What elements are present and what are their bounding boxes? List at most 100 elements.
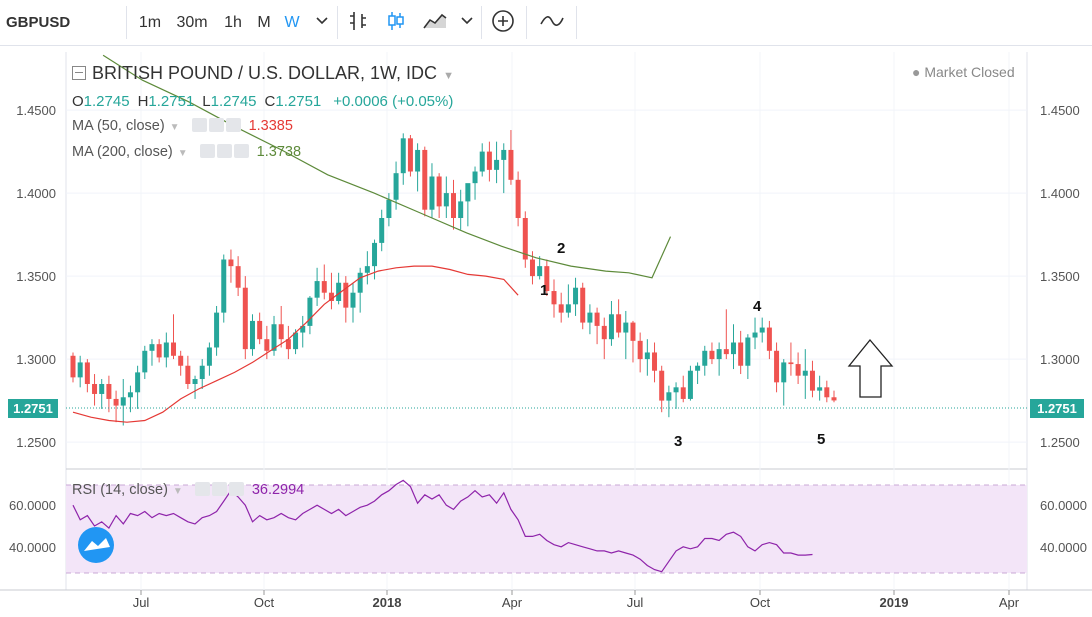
candle bbox=[328, 272, 334, 310]
candle bbox=[407, 135, 413, 177]
candle bbox=[673, 382, 679, 409]
candle bbox=[788, 342, 794, 376]
candle bbox=[802, 349, 808, 399]
candle bbox=[795, 352, 801, 384]
candle bbox=[149, 339, 155, 366]
wave-label-4: 4 bbox=[753, 298, 762, 315]
eye-icon[interactable] bbox=[191, 118, 207, 132]
candle bbox=[92, 374, 98, 406]
y-tick-label-right: 1.3500 bbox=[1040, 269, 1080, 284]
candle bbox=[142, 345, 148, 380]
close-icon[interactable] bbox=[225, 118, 241, 132]
candle bbox=[278, 305, 284, 348]
candle bbox=[809, 360, 815, 398]
chart-title: BRITISH POUND / U.S. DOLLAR, 1W, IDC bbox=[92, 63, 438, 83]
change-value: +0.0006 (+0.05%) bbox=[333, 93, 454, 110]
candle bbox=[235, 256, 241, 297]
candle bbox=[745, 334, 751, 380]
candle bbox=[831, 390, 837, 403]
gear-icon[interactable] bbox=[208, 118, 224, 132]
candle bbox=[415, 143, 421, 192]
add-compare-icon[interactable] bbox=[488, 0, 518, 45]
x-tick-label: Apr bbox=[999, 595, 1020, 610]
candle bbox=[644, 339, 650, 376]
candle bbox=[106, 375, 112, 413]
candles bbox=[70, 130, 837, 426]
last-price-label-right: 1.2751 bbox=[1037, 401, 1077, 416]
candle bbox=[178, 350, 184, 376]
price-chart[interactable]: 1.2500 1.2500 1.3000 1.3000 1.3500 1.3500 1.40… bbox=[0, 46, 1092, 617]
interval-1m[interactable]: 1m bbox=[138, 14, 162, 31]
candle bbox=[422, 146, 428, 217]
candle bbox=[321, 264, 327, 300]
last-price-label-left: 1.2751 bbox=[13, 401, 53, 416]
rsi-label: RSI (14, close) bbox=[72, 482, 168, 498]
close-icon[interactable] bbox=[228, 482, 244, 496]
chart-title-row: BRITISH POUND / U.S. DOLLAR, 1W, IDC ▼ bbox=[72, 63, 454, 84]
candle bbox=[695, 362, 701, 384]
candle bbox=[738, 330, 744, 375]
candle bbox=[221, 254, 227, 323]
style-chevron-down-icon[interactable] bbox=[456, 0, 478, 45]
collapse-legend-icon[interactable] bbox=[72, 66, 86, 80]
x-tick-label: Oct bbox=[750, 595, 771, 610]
rsi-value: 36.2994 bbox=[251, 482, 305, 498]
candle bbox=[393, 161, 399, 210]
wave-label-5: 5 bbox=[817, 431, 825, 448]
status-dot-icon: ● bbox=[912, 64, 921, 80]
interval-1h[interactable]: 1h bbox=[224, 14, 242, 31]
gear-icon[interactable] bbox=[211, 482, 227, 496]
candle bbox=[214, 305, 220, 356]
symbol-search[interactable]: GBPUSD bbox=[6, 14, 71, 31]
candle bbox=[730, 324, 736, 370]
candle bbox=[659, 365, 665, 413]
y-tick-label-right: 1.2500 bbox=[1040, 435, 1080, 450]
candle bbox=[709, 342, 715, 365]
candle bbox=[687, 365, 693, 401]
area-style-icon[interactable] bbox=[419, 0, 451, 45]
wave-label-1: 1 bbox=[540, 282, 548, 299]
eye-icon[interactable] bbox=[199, 144, 215, 158]
candle bbox=[508, 130, 514, 185]
ma200-legend[interactable]: MA (200, close) ▼ 1.3738 bbox=[72, 144, 302, 160]
x-axis: Jul Oct 2018 Apr Jul Oct 2019 Apr bbox=[133, 590, 1020, 610]
logo-icon bbox=[78, 527, 114, 563]
ma50-legend[interactable]: MA (50, close) ▼ 1.3385 bbox=[72, 118, 293, 134]
interval-chevron-down-icon[interactable] bbox=[311, 0, 333, 45]
candle bbox=[242, 276, 248, 360]
candle bbox=[752, 317, 758, 350]
interval-week[interactable]: W bbox=[284, 14, 300, 31]
close-value: 1.2751 bbox=[275, 93, 322, 110]
candle bbox=[156, 339, 162, 363]
candle bbox=[379, 209, 385, 252]
eye-icon[interactable] bbox=[194, 482, 210, 496]
bar-style-icon[interactable] bbox=[344, 0, 372, 45]
candle bbox=[824, 380, 830, 403]
candle bbox=[120, 379, 126, 426]
interval-30m[interactable]: 30m bbox=[176, 14, 208, 31]
candle bbox=[436, 173, 442, 218]
high-value: 1.2751 bbox=[148, 93, 195, 110]
y-tick-label-left: 1.4500 bbox=[16, 103, 56, 118]
candle bbox=[608, 301, 614, 346]
candle bbox=[666, 385, 672, 418]
candle-style-icon[interactable] bbox=[382, 0, 410, 45]
title-chevron-down-icon[interactable]: ▼ bbox=[443, 70, 454, 82]
candle bbox=[515, 171, 521, 227]
close-icon[interactable] bbox=[233, 144, 249, 158]
y-tick-label-left: 1.3000 bbox=[16, 352, 56, 367]
y-tick-label-right: 1.3000 bbox=[1040, 352, 1080, 367]
candle bbox=[774, 342, 780, 393]
candle bbox=[127, 385, 133, 413]
candle bbox=[637, 332, 643, 373]
x-tick-label: Jul bbox=[627, 595, 644, 610]
toolbar: GBPUSD 1m 30m 1h M W bbox=[0, 0, 1092, 46]
candle bbox=[257, 312, 263, 345]
x-tick-label: 2018 bbox=[373, 595, 402, 610]
y-tick-label-left: 1.2500 bbox=[16, 435, 56, 450]
gear-icon[interactable] bbox=[216, 144, 232, 158]
interval-month[interactable]: M bbox=[257, 14, 271, 31]
indicators-icon[interactable] bbox=[535, 0, 569, 45]
rsi-legend[interactable]: RSI (14, close) ▼ 36.2994 bbox=[72, 482, 305, 498]
ma200-label: MA (200, close) bbox=[72, 144, 173, 160]
